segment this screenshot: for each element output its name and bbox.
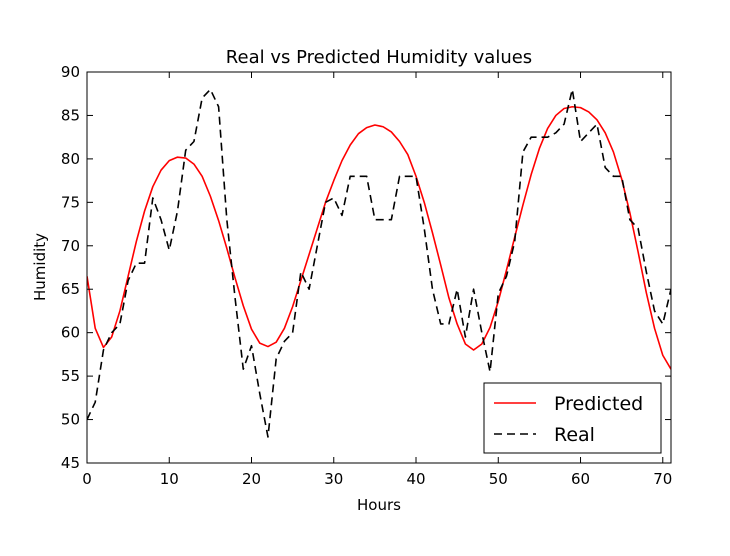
chart-title: Real vs Predicted Humidity values xyxy=(226,47,532,68)
x-tick-label: 20 xyxy=(242,470,261,488)
x-tick-label: 40 xyxy=(406,470,425,488)
y-tick-label: 90 xyxy=(61,63,80,81)
y-tick-label: 60 xyxy=(61,324,80,342)
x-tick-label: 50 xyxy=(489,470,508,488)
y-tick-label: 65 xyxy=(61,280,80,298)
y-axis-label: Humidity xyxy=(31,233,49,301)
series-line-real xyxy=(87,88,671,438)
x-tick-label: 10 xyxy=(160,470,179,488)
y-tick-label: 70 xyxy=(61,237,80,255)
y-tick-label: 45 xyxy=(61,454,80,472)
legend-label-predicted: Predicted xyxy=(554,393,643,415)
legend-label-real: Real xyxy=(554,424,595,446)
y-tick-label: 50 xyxy=(61,411,80,429)
x-tick-label: 70 xyxy=(653,470,672,488)
y-tick-label: 75 xyxy=(61,193,80,211)
series-line-predicted xyxy=(87,105,671,370)
y-tick-label: 80 xyxy=(61,150,80,168)
legend: Predicted Real xyxy=(483,382,662,454)
x-tick-label: 60 xyxy=(571,470,590,488)
x-tick-label: 0 xyxy=(82,470,92,488)
x-tick-label: 30 xyxy=(324,470,343,488)
y-tick-label: 55 xyxy=(61,367,80,385)
plot-frame xyxy=(86,71,672,464)
plot-area: 0 10 20 30 40 50 60 70 45 50 55 60 65 70 75 80 85 90 xyxy=(61,63,672,488)
y-tick-label: 85 xyxy=(61,106,80,124)
x-axis-label: Hours xyxy=(357,496,401,514)
legend-box xyxy=(483,382,662,454)
